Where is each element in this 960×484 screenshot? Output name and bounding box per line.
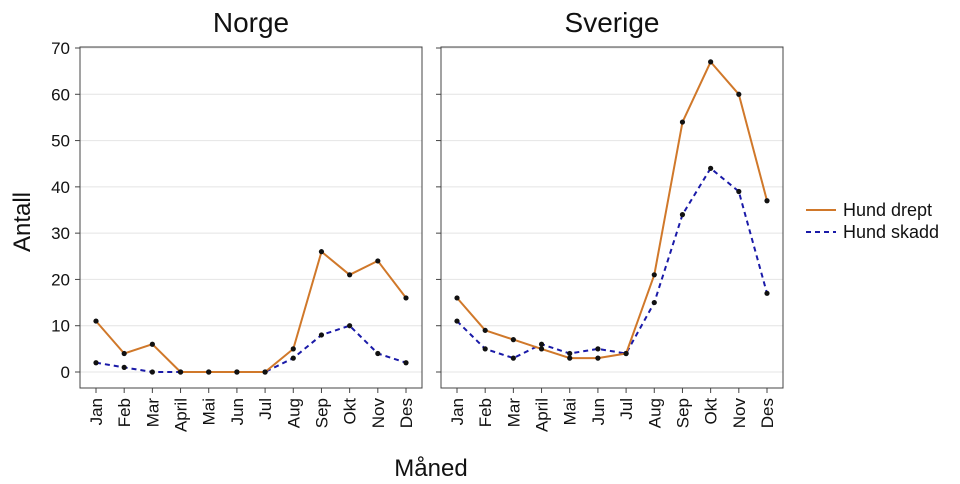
series-line-hund-drept — [95, 250, 407, 373]
data-point-hund-drept — [403, 295, 409, 301]
y-tick-label: 10 — [51, 317, 70, 336]
data-point-hund-skadd — [567, 350, 573, 357]
data-point-hund-skadd — [510, 355, 516, 361]
y-tick-label: 20 — [51, 270, 70, 289]
x-tick-label: Okt — [341, 398, 360, 425]
data-point-hund-drept — [510, 337, 516, 343]
data-point-hund-skadd — [764, 290, 770, 296]
legend-label-skadd: Hund skadd — [843, 222, 939, 242]
x-tick-label: Aug — [284, 398, 303, 428]
data-point-hund-skadd — [623, 350, 629, 357]
x-tick-label: Feb — [115, 398, 134, 427]
data-point-hund-skadd — [121, 364, 127, 370]
series-line-hund-drept — [456, 60, 768, 360]
data-point-hund-drept — [736, 91, 742, 97]
data-point-hund-skadd — [651, 299, 657, 306]
data-point-hund-drept — [318, 249, 325, 255]
panel-sverige: Sverige Jan Feb Mar April Mai Jun Jul Aug Sep Okt N… — [436, 7, 784, 432]
x-tick-label: Jan — [448, 398, 467, 425]
data-point-hund-skadd — [403, 360, 409, 366]
legend-label-drept: Hund drept — [843, 200, 932, 220]
data-point-hund-drept — [347, 272, 353, 278]
y-axis-label: Antall — [9, 192, 36, 252]
data-point-hund-skadd — [708, 165, 714, 171]
data-point-hund-drept — [93, 318, 99, 324]
data-point-hund-drept — [290, 346, 296, 352]
data-point-hund-drept — [567, 355, 573, 361]
y-tick-label: 0 — [61, 363, 70, 382]
y-tick-label: 30 — [51, 224, 70, 243]
data-point-hund-drept — [764, 198, 770, 204]
x-tick-label: Jan — [87, 398, 106, 425]
x-tick-label: Mai — [200, 398, 219, 425]
x-tick-label: Mar — [143, 398, 162, 428]
x-tick-label: Nov — [730, 398, 749, 429]
y-tick-label: 60 — [51, 85, 70, 104]
data-point-hund-skadd — [234, 369, 240, 375]
data-point-hund-skadd — [290, 355, 296, 361]
data-point-hund-skadd — [736, 188, 742, 195]
x-tick-label: Mai — [561, 398, 580, 425]
x-tick-label: Aug — [645, 398, 664, 428]
series-line-hund-skadd — [456, 167, 768, 360]
x-tick-label: Jun — [228, 398, 247, 425]
y-tick-label: 70 — [51, 39, 70, 58]
data-point-hund-drept — [375, 258, 381, 264]
data-point-hund-skadd — [375, 350, 381, 357]
data-point-hund-drept — [679, 119, 686, 125]
data-point-hund-drept — [482, 327, 488, 333]
data-point-hund-drept — [454, 295, 460, 301]
series-line-hund-skadd — [95, 324, 407, 373]
x-tick-label: Des — [397, 398, 416, 428]
data-point-hund-drept — [121, 350, 127, 357]
x-tick-label: April — [533, 398, 552, 432]
x-tick-label: Feb — [476, 398, 495, 427]
data-point-hund-skadd — [482, 346, 488, 352]
data-point-hund-drept — [651, 272, 657, 278]
data-point-hund-drept — [708, 59, 714, 65]
data-point-hund-skadd — [538, 341, 545, 347]
data-point-hund-drept — [538, 346, 545, 352]
panels-group: Norge 0 10 20 30 40 50 60 70 Jan Feb Mar April Mai Jun… — [51, 7, 784, 432]
data-point-hund-skadd — [454, 318, 460, 324]
data-point-hund-skadd — [262, 369, 268, 375]
data-point-hund-skadd — [679, 212, 686, 218]
x-tick-label: Jun — [589, 398, 608, 425]
y-tick-label: 50 — [51, 132, 70, 151]
x-tick-label: Nov — [369, 398, 388, 429]
x-tick-label: Jul — [617, 398, 636, 420]
y-tick-label: 40 — [51, 178, 70, 197]
data-point-hund-skadd — [149, 369, 155, 375]
data-point-hund-skadd — [93, 360, 99, 366]
x-tick-label: Sep — [312, 398, 331, 428]
data-point-hund-skadd — [347, 323, 353, 329]
panel-title: Norge — [213, 7, 289, 38]
x-tick-label: Des — [758, 398, 777, 428]
x-axis-label: Måned — [394, 455, 467, 482]
panel-norge: Norge 0 10 20 30 40 50 60 70 Jan Feb Mar April Mai Jun… — [51, 7, 423, 432]
data-point-hund-drept — [595, 355, 601, 361]
plot-frame — [440, 46, 784, 389]
x-tick-label: Mar — [504, 398, 523, 428]
x-tick-label: Sep — [673, 398, 692, 428]
data-point-hund-skadd — [177, 369, 184, 375]
plot-frame — [79, 46, 423, 389]
data-point-hund-skadd — [595, 346, 601, 352]
x-tick-label: Jul — [256, 398, 275, 420]
x-tick-label: Okt — [702, 398, 721, 425]
data-point-hund-skadd — [318, 332, 325, 338]
data-point-hund-skadd — [206, 369, 212, 375]
data-point-hund-drept — [149, 341, 155, 347]
x-tick-label: April — [172, 398, 191, 432]
panel-title: Sverige — [565, 7, 660, 38]
